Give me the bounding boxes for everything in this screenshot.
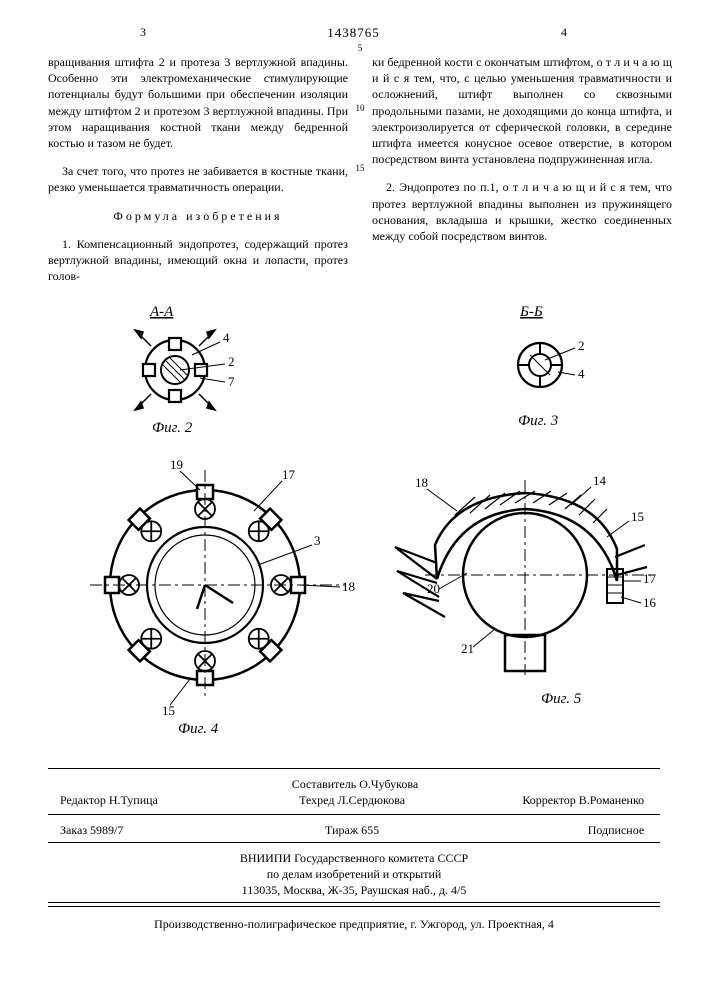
page-number-left: 3 — [140, 24, 146, 40]
fig5-label-18: 18 — [415, 475, 428, 490]
vniip-line-2: по делам изобретений и открытий — [48, 866, 660, 882]
divider — [48, 768, 660, 769]
formula-heading: Формула изобретения — [48, 208, 348, 224]
fig4-label-17: 17 — [282, 467, 296, 482]
figure-5-caption: Фиг. 5 — [541, 691, 582, 707]
techred: Техред Л.Сердюкова — [252, 792, 453, 808]
section-aa-label: А-А — [149, 304, 174, 320]
column-left: вращивания штифта 2 и протеза 3 вертлужн… — [48, 42, 348, 296]
fig4-label-18: 18 — [342, 579, 355, 594]
fig5-label-14: 14 — [593, 473, 607, 488]
divider — [48, 842, 660, 843]
figure-row-1: А-А — [40, 300, 667, 440]
line-number-gutter: 5 10 15 — [352, 42, 368, 222]
fig4-label-19: 19 — [170, 457, 183, 472]
fig4-label-3: 3 — [314, 533, 321, 548]
claim: 2. Эндопротез по п.1, о т л и ч а ю щ и … — [372, 179, 672, 244]
fig3-label-2: 2 — [578, 338, 585, 353]
column-right: ки бедренной кости с окончатым штифтом, … — [372, 42, 672, 256]
editor: Редактор Н.Тупица — [60, 792, 249, 808]
line-number: 5 — [352, 42, 368, 54]
podpisnoe: Подписное — [455, 822, 644, 838]
document-number: 1438765 — [327, 24, 380, 42]
fig2-label-4: 4 — [223, 330, 230, 345]
fig5-label-21: 21 — [461, 641, 474, 656]
claim: 1. Компенсационный эндопротез, содержащи… — [48, 236, 348, 285]
tirazh: Тираж 655 — [252, 822, 453, 838]
para: ки бедренной кости с окончатым штифтом, … — [372, 54, 672, 167]
fig5-label-16: 16 — [643, 595, 657, 610]
figure-2-caption: Фиг. 2 — [152, 420, 193, 436]
section-bb-label: Б-Б — [519, 304, 543, 320]
figure-2-svg: А-А — [80, 300, 280, 440]
figure-3-caption: Фиг. 3 — [518, 413, 558, 429]
divider — [48, 814, 660, 815]
para: вращивания штифта 2 и протеза 3 вертлужн… — [48, 54, 348, 151]
fig5-label-17: 17 — [643, 571, 657, 586]
fig5-label-15: 15 — [631, 509, 644, 524]
vniip-address: 113035, Москва, Ж-35, Раушская наб., д. … — [48, 882, 660, 898]
credits-row: Редактор Н.Тупица Техред Л.Сердюкова Кор… — [60, 792, 650, 808]
printer-line: Производственно-полиграфическое предприя… — [48, 916, 660, 932]
figure-4-svg: 19 17 3 18 15 Фиг. 4 — [50, 455, 360, 735]
line-number: 10 — [352, 102, 368, 114]
para: За счет того, что протез не забивается в… — [48, 163, 348, 195]
figure-3-svg: Б-Б 2 4 Фиг. 3 — [460, 300, 640, 440]
credits-compiler: Составитель О.Чубукова — [60, 776, 650, 792]
figure-4-caption: Фиг. 4 — [178, 721, 219, 735]
print-meta-row: Заказ 5989/7 Тираж 655 Подписное — [60, 822, 650, 838]
vniip-line-1: ВНИИПИ Государственного комитета СССР — [48, 850, 660, 866]
fig5-label-20: 20 — [427, 581, 440, 596]
page-number-right: 4 — [561, 24, 567, 40]
line-number: 15 — [352, 162, 368, 174]
fig4-label-15: 15 — [162, 703, 175, 718]
divider — [48, 906, 660, 907]
fig2-label-2: 2 — [228, 354, 235, 369]
figure-row-2: 19 17 3 18 15 Фиг. 4 — [40, 455, 667, 735]
corrector: Корректор В.Романенко — [455, 792, 644, 808]
fig3-label-4: 4 — [578, 366, 585, 381]
zakaz: Заказ 5989/7 — [60, 822, 249, 838]
fig2-label-7: 7 — [228, 374, 235, 389]
figure-5-svg: 18 14 15 17 16 20 21 Фиг. 5 — [375, 465, 675, 725]
divider — [48, 902, 660, 903]
